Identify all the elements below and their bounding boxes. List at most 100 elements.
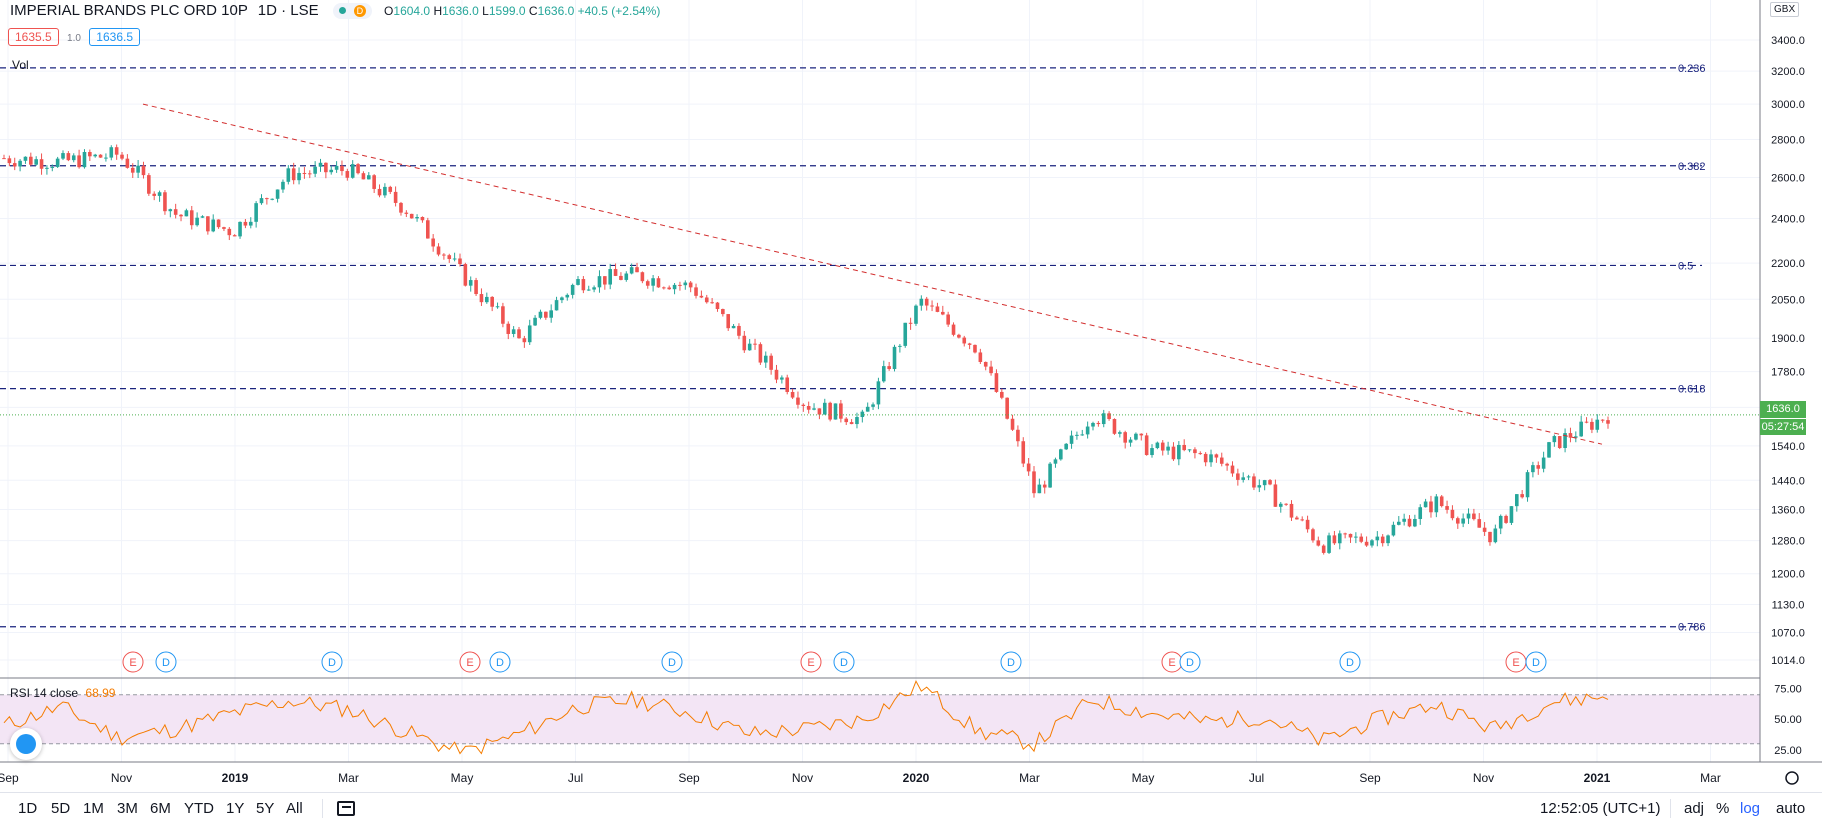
currency-badge[interactable]: GBX bbox=[1770, 2, 1800, 17]
candle-body bbox=[983, 361, 988, 367]
candle-body bbox=[629, 267, 634, 274]
candle-body bbox=[356, 164, 360, 174]
bid-button[interactable]: 1635.5 bbox=[8, 28, 59, 46]
dividend-marker[interactable] bbox=[489, 651, 511, 673]
candle-body bbox=[940, 311, 945, 315]
auto-toggle[interactable]: auto bbox=[1776, 800, 1806, 817]
earnings-marker[interactable] bbox=[122, 651, 144, 673]
log-toggle[interactable]: log bbox=[1740, 800, 1761, 817]
dividend-marker[interactable] bbox=[1000, 651, 1022, 673]
settings-gear-icon[interactable] bbox=[1785, 771, 1799, 785]
candle-body bbox=[259, 198, 264, 204]
candle-body bbox=[1429, 501, 1433, 513]
candle-body bbox=[849, 422, 854, 425]
candle-body bbox=[501, 306, 505, 324]
rsi-title[interactable]: RSI 14 close bbox=[10, 686, 79, 700]
candle-body bbox=[855, 417, 859, 425]
dividend-marker[interactable] bbox=[833, 651, 855, 673]
timeframe-1y-button[interactable]: 1Y bbox=[226, 800, 245, 817]
candle-body bbox=[672, 284, 677, 290]
tradingview-logo[interactable] bbox=[10, 728, 42, 760]
candle-body bbox=[388, 186, 393, 192]
candle-body bbox=[474, 280, 478, 295]
market-status-pill[interactable]: D bbox=[332, 3, 372, 20]
dividend-marker[interactable] bbox=[321, 651, 343, 673]
earnings-marker[interactable] bbox=[800, 651, 822, 673]
fibonacci-levels[interactable]: 0.236 0.382 0.5 0.618 0.786 bbox=[0, 63, 1706, 634]
candle-body bbox=[254, 203, 258, 222]
trendline-line[interactable] bbox=[142, 103, 1603, 445]
candle-body bbox=[544, 311, 548, 318]
event-marker-label: D bbox=[328, 657, 336, 669]
candle-body bbox=[1032, 471, 1036, 494]
timeframe-1d-button[interactable]: 1D bbox=[18, 800, 38, 817]
volume-label[interactable]: Vol bbox=[12, 58, 29, 72]
candle-body bbox=[586, 289, 591, 291]
candle-body bbox=[806, 406, 811, 410]
rsi-value: 68.99 bbox=[85, 686, 116, 700]
dividend-marker[interactable] bbox=[155, 651, 177, 673]
earnings-marker[interactable] bbox=[459, 651, 481, 673]
candle-body bbox=[1123, 432, 1127, 443]
candle-body bbox=[334, 165, 339, 170]
candle-body bbox=[790, 391, 795, 398]
dividend-marker[interactable] bbox=[661, 651, 683, 673]
candle-body bbox=[307, 173, 312, 175]
candle-body bbox=[1069, 435, 1074, 444]
candle-body bbox=[136, 165, 140, 173]
candle-body bbox=[1520, 494, 1524, 498]
timeframe-ytd-button[interactable]: YTD bbox=[184, 800, 214, 817]
candle-body bbox=[1402, 518, 1406, 522]
price-tick-label: 3200.0 bbox=[1771, 66, 1805, 78]
candle-body bbox=[163, 192, 167, 212]
timeframe-5d-button[interactable]: 5D bbox=[51, 800, 71, 817]
candle-body bbox=[1305, 519, 1310, 530]
candle-body bbox=[442, 254, 446, 256]
candle-body bbox=[924, 298, 929, 306]
timeframe-3m-button[interactable]: 3M bbox=[117, 800, 138, 817]
price-axis[interactable]: 3400.0 3200.0 3000.0 2800.0 2600.0 2400.0 2200… bbox=[1759, 0, 1822, 762]
candle-body bbox=[404, 212, 409, 214]
time-axis[interactable]: Sep Nov 2019 Mar May Jul Sep Nov 2020 Mar May Jul Se… bbox=[0, 761, 1822, 785]
candle-body bbox=[1466, 513, 1471, 519]
candle-body bbox=[39, 159, 44, 169]
candle-body bbox=[801, 404, 806, 407]
rsi-tick-label: 75.00 bbox=[1774, 684, 1802, 696]
candle-body bbox=[216, 219, 221, 228]
trendline[interactable] bbox=[142, 103, 1603, 445]
clock-display[interactable]: 12:52:05 (UTC+1) bbox=[1540, 800, 1661, 817]
candle-body bbox=[1257, 485, 1262, 488]
candle-body bbox=[699, 295, 704, 298]
candle-body bbox=[458, 258, 462, 265]
timeframe-1m-button[interactable]: 1M bbox=[83, 800, 104, 817]
symbol-title[interactable]: IMPERIAL BRANDS PLC ORD 10P bbox=[10, 2, 248, 19]
candle-body bbox=[1386, 535, 1390, 544]
candle-body bbox=[822, 402, 827, 415]
adj-toggle[interactable]: adj bbox=[1684, 800, 1705, 817]
candle-body bbox=[1273, 484, 1278, 507]
ask-button[interactable]: 1636.5 bbox=[89, 28, 140, 46]
price-axis-bg[interactable] bbox=[1760, 0, 1822, 762]
percent-toggle[interactable]: % bbox=[1716, 800, 1730, 817]
dividend-marker[interactable] bbox=[1339, 651, 1361, 673]
candle-body bbox=[1455, 518, 1460, 524]
candle-body bbox=[173, 209, 178, 215]
candle-body bbox=[973, 344, 977, 353]
candle-body bbox=[1284, 503, 1288, 505]
candle-body bbox=[517, 329, 521, 339]
timeframe-6m-button[interactable]: 6M bbox=[150, 800, 171, 817]
timeframe-5y-button[interactable]: 5Y bbox=[256, 800, 275, 817]
candle-body bbox=[1391, 524, 1396, 536]
candle-body bbox=[114, 147, 119, 155]
event-marker-label: E bbox=[807, 657, 814, 669]
dividend-marker[interactable] bbox=[1179, 651, 1201, 673]
candle-body bbox=[1064, 443, 1068, 450]
date-range-icon[interactable] bbox=[337, 801, 355, 816]
dividend-marker[interactable] bbox=[1525, 651, 1547, 673]
candle-body bbox=[1037, 484, 1042, 494]
event-marker-label: D bbox=[1007, 657, 1015, 669]
candle-body bbox=[1493, 528, 1498, 543]
timeframe-all-button[interactable]: All bbox=[286, 800, 303, 817]
